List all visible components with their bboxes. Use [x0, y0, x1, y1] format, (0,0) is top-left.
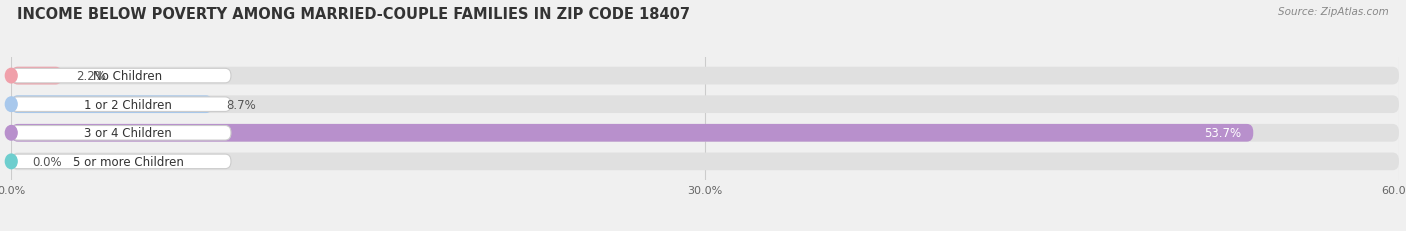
FancyBboxPatch shape — [11, 124, 1253, 142]
Text: 2.2%: 2.2% — [76, 70, 105, 83]
FancyBboxPatch shape — [11, 155, 231, 169]
Text: INCOME BELOW POVERTY AMONG MARRIED-COUPLE FAMILIES IN ZIP CODE 18407: INCOME BELOW POVERTY AMONG MARRIED-COUPL… — [17, 7, 690, 22]
FancyBboxPatch shape — [11, 97, 231, 112]
FancyBboxPatch shape — [11, 67, 62, 85]
Text: 0.0%: 0.0% — [32, 155, 62, 168]
Circle shape — [6, 69, 17, 83]
Text: 53.7%: 53.7% — [1205, 127, 1241, 140]
Circle shape — [6, 97, 17, 112]
Text: 8.7%: 8.7% — [226, 98, 256, 111]
FancyBboxPatch shape — [11, 96, 1399, 114]
Circle shape — [6, 126, 17, 140]
FancyBboxPatch shape — [11, 67, 1399, 85]
Text: 1 or 2 Children: 1 or 2 Children — [84, 98, 172, 111]
Text: 5 or more Children: 5 or more Children — [73, 155, 184, 168]
FancyBboxPatch shape — [11, 126, 231, 140]
Text: 3 or 4 Children: 3 or 4 Children — [84, 127, 172, 140]
FancyBboxPatch shape — [11, 69, 231, 83]
FancyBboxPatch shape — [11, 124, 1399, 142]
Text: Source: ZipAtlas.com: Source: ZipAtlas.com — [1278, 7, 1389, 17]
FancyBboxPatch shape — [11, 153, 1399, 170]
FancyBboxPatch shape — [11, 96, 212, 114]
Text: No Children: No Children — [93, 70, 163, 83]
Circle shape — [6, 155, 17, 169]
